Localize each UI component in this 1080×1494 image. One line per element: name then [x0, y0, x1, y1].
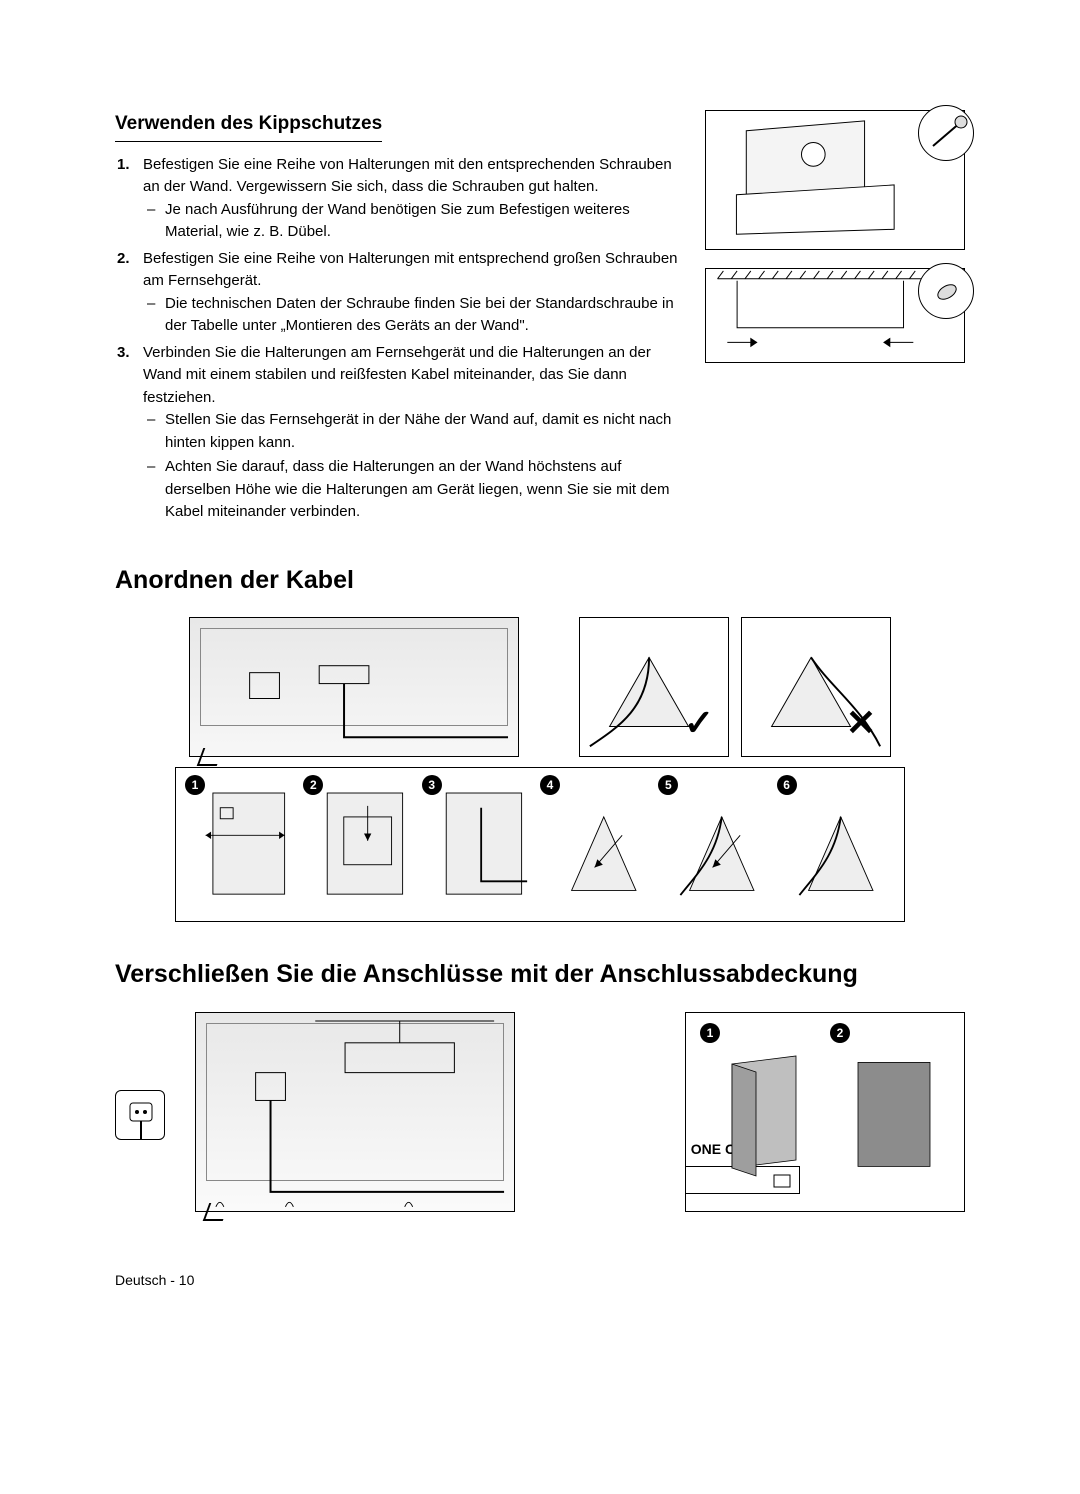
step-2: Befestigen Sie eine Reihe von Halterunge…	[143, 248, 681, 338]
badge-6: 6	[777, 775, 797, 795]
title-cable: Anordnen der Kabel	[115, 562, 965, 600]
steps-list: Befestigen Sie eine Reihe von Halterunge…	[115, 154, 681, 524]
plug-icon	[115, 1090, 165, 1140]
step-3-text: Verbinden Sie die Halterungen am Fernseh…	[143, 344, 651, 406]
detail-circle-screw-icon	[918, 105, 974, 161]
cable-step-5: 5	[661, 776, 773, 913]
badge-4: 4	[540, 775, 560, 795]
step-1: Befestigen Sie eine Reihe von Halterunge…	[143, 154, 681, 244]
figure-bracket-tv	[705, 110, 965, 250]
figure-wall-cable	[705, 268, 965, 363]
cable-step-2: 2	[306, 776, 418, 913]
cover-panel-steps: 1 2	[685, 1012, 965, 1212]
step-1-text: Befestigen Sie eine Reihe von Halterunge…	[143, 156, 672, 196]
badge-3: 3	[422, 775, 442, 795]
cable-steps-row: 1 2 3 4 5 6	[175, 767, 905, 922]
page-footer: Deutsch - 10	[115, 1270, 965, 1291]
step-3-sub-0: Stellen Sie das Fernsehgerät in der Nähe…	[165, 409, 681, 454]
figure-tv-back-cover	[195, 1012, 515, 1212]
step-2-text: Befestigen Sie eine Reihe von Halterunge…	[143, 250, 678, 290]
cover-step-1: 1	[700, 1023, 820, 1201]
title-cover: Verschließen Sie die Anschlüsse mit der …	[115, 956, 965, 994]
step-3: Verbinden Sie die Halterungen am Fernseh…	[143, 342, 681, 524]
step-2-sub-0: Die technischen Daten der Schraube finde…	[165, 293, 681, 338]
cable-step-6: 6	[780, 776, 892, 913]
cable-step-4: 4	[543, 776, 655, 913]
cover-badge-1: 1	[700, 1023, 720, 1043]
subtitle-kippschutz: Verwenden des Kippschutzes	[115, 110, 382, 142]
badge-1: 1	[185, 775, 205, 795]
figure-tv-back-large	[189, 617, 519, 757]
check-icon: ✓	[684, 696, 714, 750]
step-3-sub-1: Achten Sie darauf, dass die Halterungen …	[165, 456, 681, 524]
detail-circle-anchor-icon	[918, 263, 974, 319]
step-1-sub-0: Je nach Ausführung der Wand benötigen Si…	[165, 199, 681, 244]
cover-step-2: 2	[830, 1023, 950, 1201]
cover-badge-2: 2	[830, 1023, 850, 1043]
figure-cable-correct: ✓	[579, 617, 729, 757]
cross-icon: ✕	[846, 696, 876, 750]
cable-step-1: 1	[188, 776, 300, 913]
cable-step-3: 3	[425, 776, 537, 913]
figure-cable-wrong: ✕	[741, 617, 891, 757]
